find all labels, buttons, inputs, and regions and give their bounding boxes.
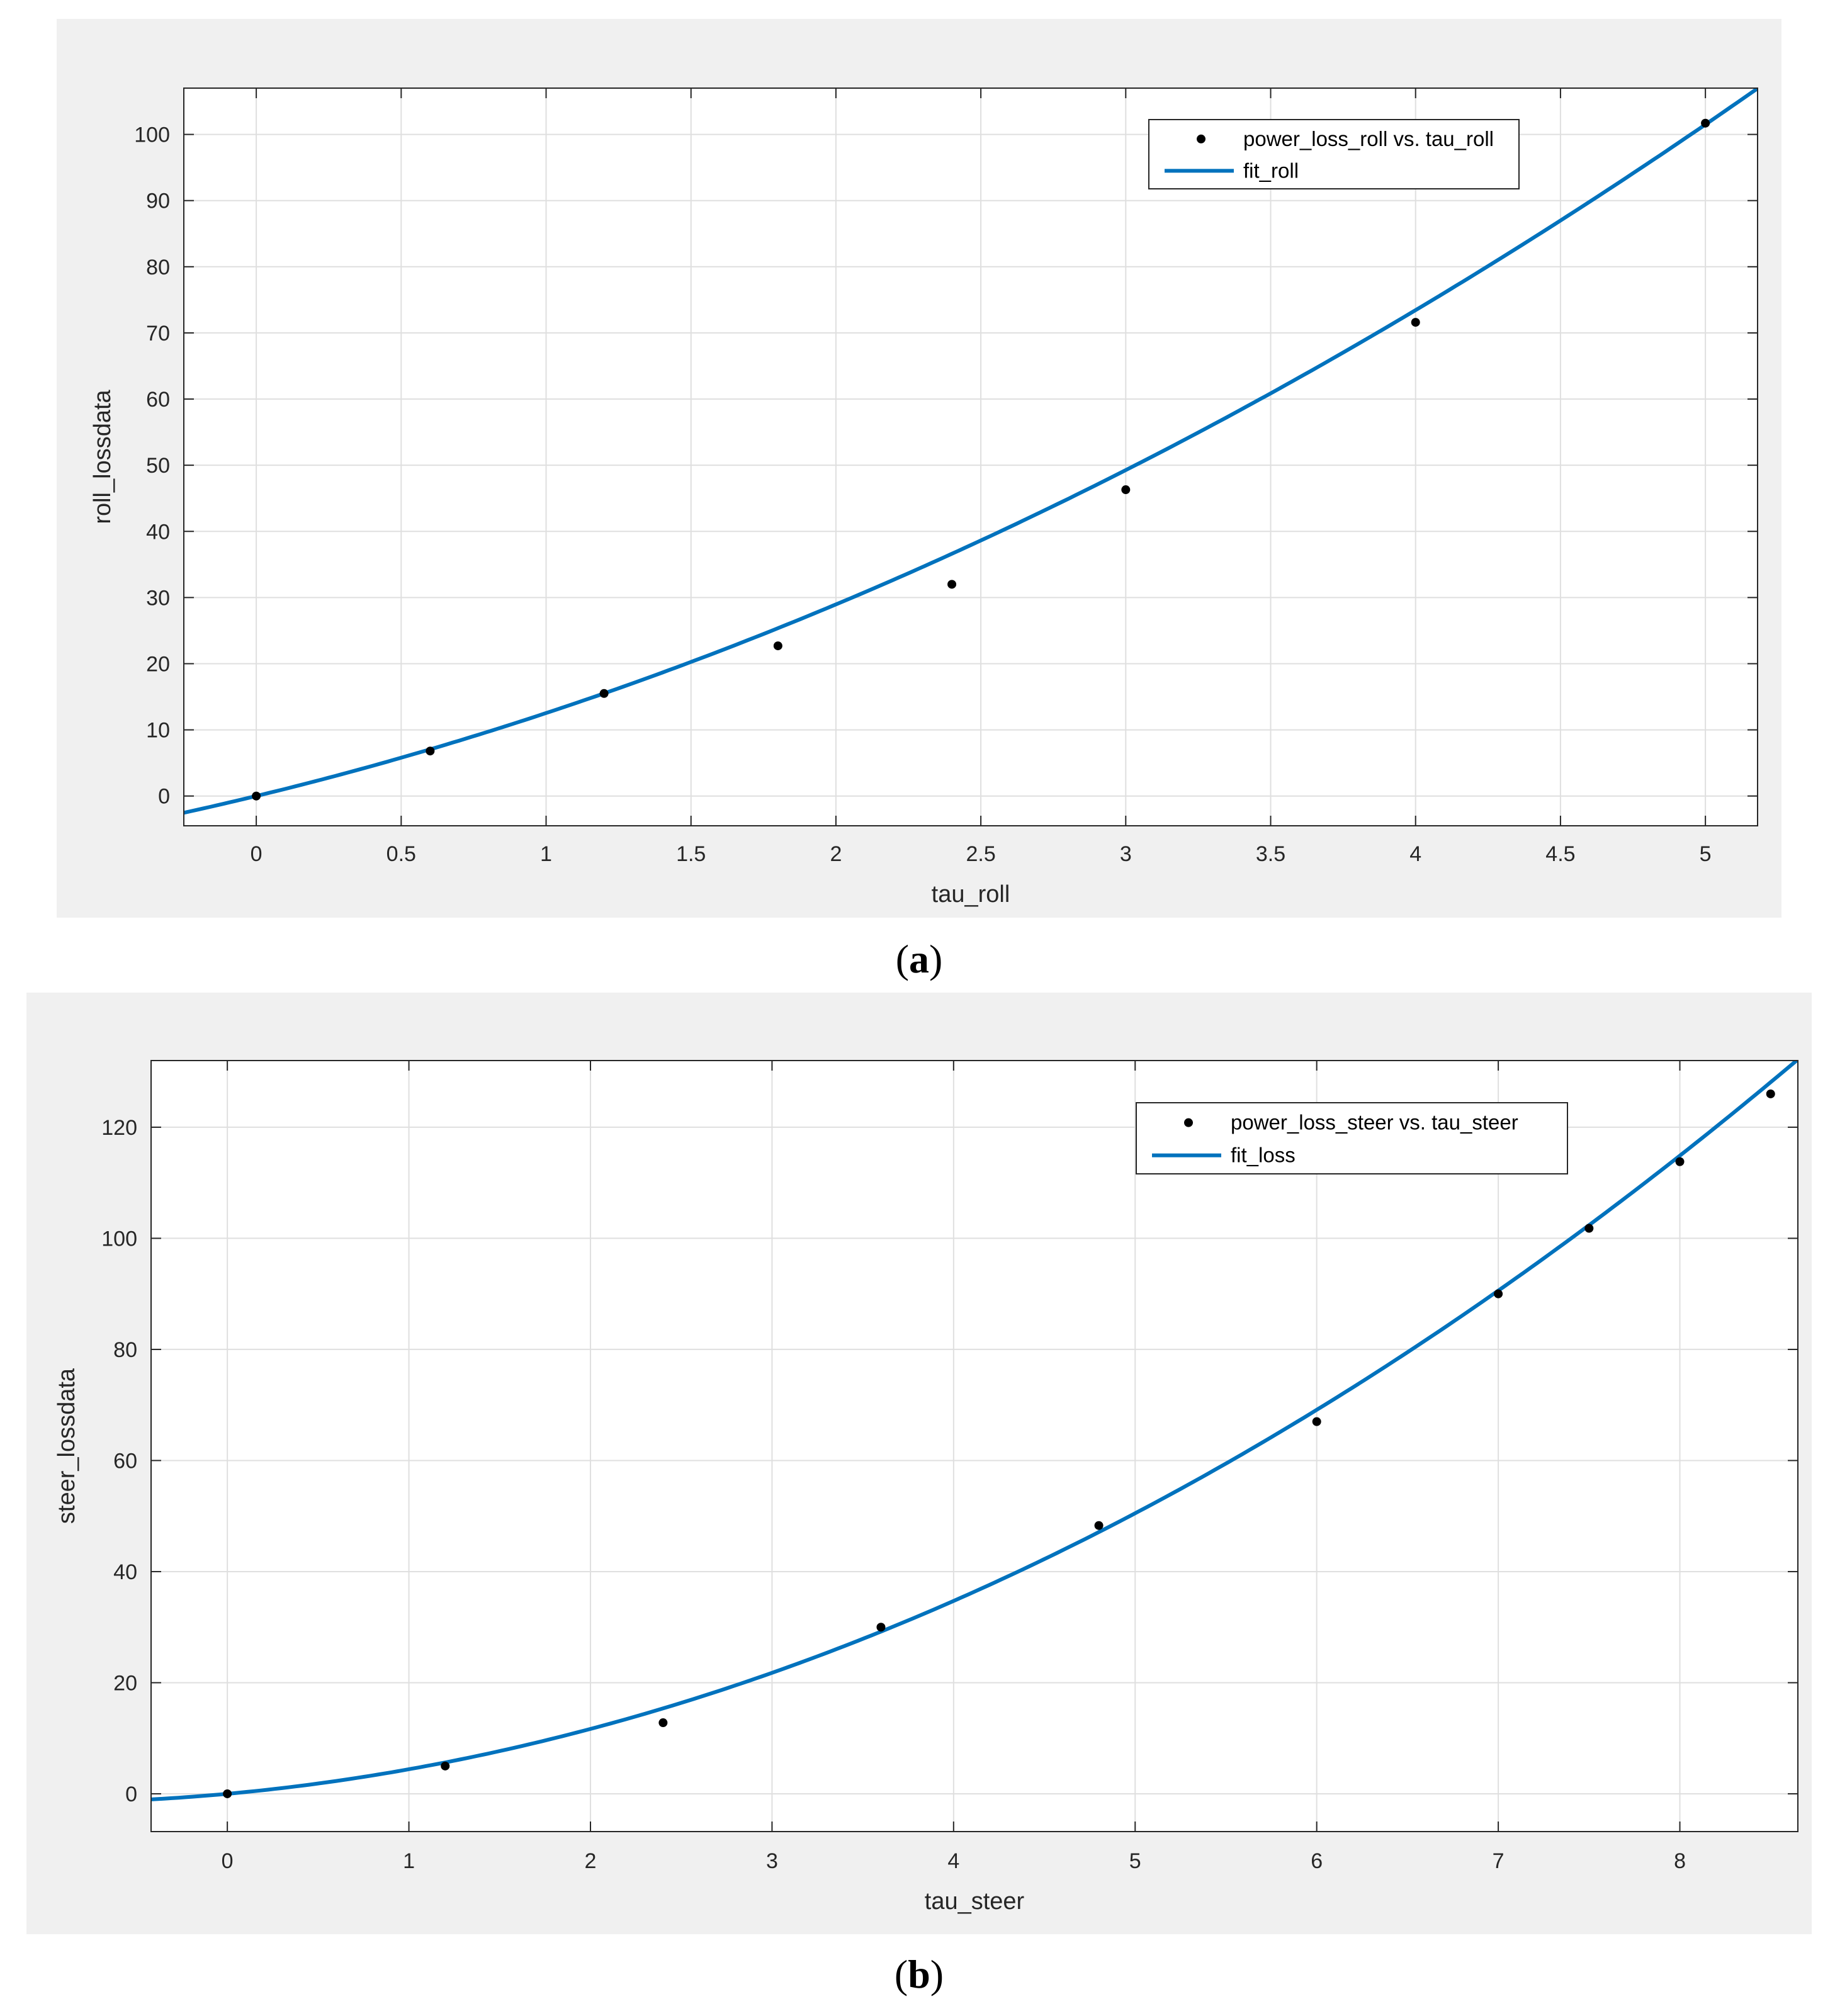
y-tick-label: 100 (101, 1227, 137, 1251)
y-tick-label: 0 (125, 1782, 137, 1806)
panel-caption-letter: b (908, 1952, 930, 1996)
x-tick-label: 1 (403, 1849, 415, 1873)
data-point (441, 1761, 450, 1771)
x-tick-label: 4 (947, 1849, 959, 1873)
legend-point-marker (1197, 134, 1205, 144)
legend-entry-fit: fit_loss (1231, 1144, 1296, 1167)
x-tick-label: 5 (1700, 842, 1712, 866)
data-point (773, 641, 782, 651)
data-point (252, 791, 261, 801)
x-tick-label: 7 (1493, 1849, 1505, 1873)
y-tick-label: 120 (101, 1116, 137, 1140)
data-point (658, 1718, 668, 1728)
x-tick-label: 5 (1129, 1849, 1141, 1873)
legend-entry-fit: fit_roll (1243, 159, 1299, 182)
y-tick-label: 10 (146, 719, 170, 743)
x-tick-label: 3 (1120, 842, 1132, 866)
data-point (1121, 485, 1131, 495)
panel-caption-close: ) (930, 1952, 944, 1996)
y-tick-label: 100 (134, 123, 170, 147)
panel-caption-close: ) (929, 937, 942, 981)
panel-caption-letter: a (909, 937, 929, 981)
data-point (1094, 1521, 1104, 1530)
panel-caption: (b) (895, 1952, 944, 1996)
x-axis-label: tau_steer (925, 1888, 1025, 1915)
legend-box (1136, 1102, 1568, 1174)
y-tick-label: 60 (113, 1449, 137, 1473)
panel-b: 0 1 2 3 4 5 6 7 8020406080100120tau_steersteer_l… (26, 993, 1812, 1996)
y-axis-label: roll_lossdata (89, 389, 116, 524)
data-point (599, 689, 609, 698)
panel-caption-open: ( (895, 1952, 908, 1996)
data-point (426, 746, 435, 756)
data-point (947, 580, 957, 589)
x-tick-label: 2 (585, 1849, 597, 1873)
legend-entry-points: power_loss_steer vs. tau_steer (1231, 1111, 1518, 1134)
x-tick-label: 4.5 (1545, 842, 1575, 866)
y-tick-label: 80 (113, 1338, 137, 1362)
y-tick-label: 40 (146, 520, 170, 544)
y-tick-label: 80 (146, 256, 170, 279)
x-axis-label: tau_roll (932, 881, 1010, 908)
legend-box (1148, 119, 1520, 189)
fit-curve (151, 1061, 1798, 1801)
y-tick-label: 70 (146, 322, 170, 346)
y-tick-label: 30 (146, 586, 170, 610)
data-point (1494, 1289, 1503, 1298)
x-tick-label: 8 (1674, 1849, 1686, 1873)
legend-entry-points: power_loss_roll vs. tau_roll (1243, 127, 1494, 150)
axes-box (183, 87, 1758, 826)
data-point (1701, 118, 1710, 128)
y-tick-label: 20 (146, 652, 170, 676)
plot-area (184, 88, 1758, 826)
x-tick-label: 6 (1311, 1849, 1323, 1873)
x-tick-label: 0 (251, 842, 263, 866)
panel-a: 0 0.5 1 1.5 2 2.5 3 3.5 4 4.5 50102030405060708090… (57, 19, 1781, 981)
data-point (876, 1623, 886, 1632)
x-tick-label: 3 (766, 1849, 778, 1873)
y-tick-label: 0 (158, 785, 170, 809)
fit-curve (184, 88, 1758, 815)
x-tick-label: 2 (830, 842, 842, 866)
panel-caption-open: ( (896, 937, 909, 981)
y-axis-label: steer_lossdata (54, 1368, 80, 1524)
legend-point-marker (1184, 1118, 1193, 1127)
y-tick-label: 60 (146, 388, 170, 412)
x-tick-label: 1.5 (676, 842, 706, 866)
y-tick-label: 40 (113, 1560, 137, 1584)
y-tick-label: 50 (146, 454, 170, 478)
data-point (1411, 318, 1420, 327)
y-tick-label: 90 (146, 189, 170, 213)
x-tick-label: 1 (540, 842, 552, 866)
axes-box (150, 1060, 1798, 1832)
x-tick-label: 2.5 (966, 842, 995, 866)
x-tick-label: 0.5 (387, 842, 416, 866)
data-point (1766, 1089, 1775, 1098)
data-point (1675, 1157, 1685, 1166)
x-tick-label: 0 (222, 1849, 234, 1873)
data-point (223, 1789, 232, 1798)
data-point (1584, 1224, 1594, 1233)
panel-caption: (a) (896, 937, 943, 981)
x-tick-label: 4 (1409, 842, 1421, 866)
y-tick-label: 20 (113, 1671, 137, 1695)
data-point (1312, 1417, 1321, 1426)
plot-area (151, 1061, 1798, 1832)
x-tick-label: 3.5 (1256, 842, 1285, 866)
